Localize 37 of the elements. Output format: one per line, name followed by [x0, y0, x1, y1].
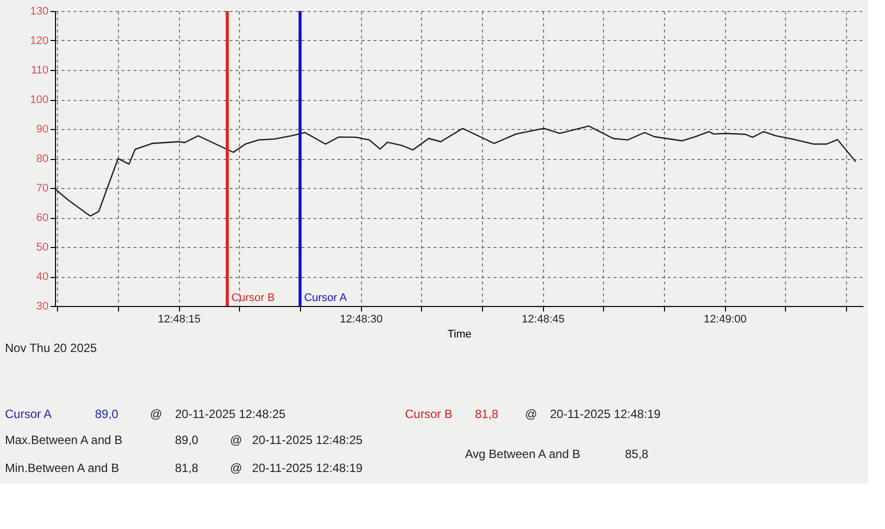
text: @ — [230, 433, 242, 447]
ref-line-label: Cursor A — [304, 292, 348, 304]
text: 20-11-2025 12:48:19 — [252, 461, 363, 475]
x-axis-title: Time — [447, 328, 472, 340]
text: 89,0 — [175, 433, 199, 447]
text: 89,0 — [95, 407, 119, 421]
text: Max.Between A and B — [5, 433, 122, 447]
text: @ — [230, 461, 242, 475]
y-tick-label: 130 — [30, 6, 48, 18]
y-tick-label: 50 — [36, 242, 48, 254]
y-tick-label: 40 — [36, 271, 48, 283]
x-tick-label: 12:49:00 — [704, 314, 747, 326]
y-tick-label: 30 — [36, 300, 48, 312]
y-tick-label: 60 — [36, 212, 48, 224]
y-tick-label: 100 — [30, 94, 48, 106]
x-tick-label: 12:48:30 — [340, 314, 383, 326]
y-tick-label: 70 — [36, 182, 48, 194]
text: 20-11-2025 12:48:25 — [175, 407, 286, 421]
text: Cursor A — [5, 407, 52, 421]
text: Min.Between A and B — [5, 461, 120, 475]
ref-line-label: Cursor B — [231, 292, 275, 304]
text: 81,8 — [475, 407, 499, 421]
text: 81,8 — [175, 461, 199, 475]
text: Nov Thu 20 2025 — [5, 341, 98, 355]
text: @ — [525, 407, 538, 421]
x-tick-label: 12:48:15 — [158, 314, 201, 326]
y-tick-label: 80 — [36, 153, 48, 165]
y-tick-label: 90 — [36, 124, 48, 136]
x-tick-label: 12:48:45 — [522, 314, 565, 326]
text: Cursor B — [405, 407, 452, 421]
text: 20-11-2025 12:48:19 — [550, 407, 661, 421]
text: 85,8 — [625, 447, 649, 461]
text: 20-11-2025 12:48:25 — [252, 433, 363, 447]
y-tick-label: 110 — [30, 64, 48, 76]
text: @ — [150, 407, 162, 421]
text: Avg Between A and B — [465, 447, 580, 461]
y-tick-label: 120 — [30, 35, 48, 47]
